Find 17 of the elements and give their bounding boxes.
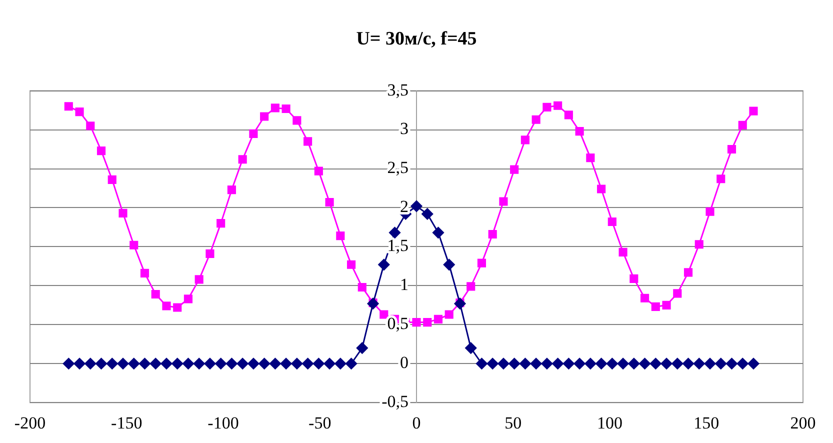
y-tick-label: -0,5 <box>382 392 408 412</box>
y-tick-label: 3 <box>400 119 408 138</box>
x-tick-label: -200 <box>14 413 46 432</box>
x-tick-label: -50 <box>308 413 332 432</box>
x-tick-label: 150 <box>694 413 720 432</box>
x-tick-label: -100 <box>208 413 239 432</box>
y-tick-label: 3,5 <box>387 80 408 100</box>
y-tick-label: 1 <box>400 275 408 294</box>
x-tick-label: 100 <box>597 413 622 432</box>
y-tick-label: 0,5 <box>387 314 408 334</box>
x-tick-label: 50 <box>504 413 522 432</box>
x-tick-label: -150 <box>111 413 142 432</box>
x-tick-label: 200 <box>790 413 816 432</box>
y-tick-label: 2,5 <box>387 158 408 178</box>
y-tick-label: 0 <box>400 353 408 372</box>
chart-title: U= 30м/с, f=45 <box>356 28 477 50</box>
x-tick-label: 0 <box>412 413 421 432</box>
